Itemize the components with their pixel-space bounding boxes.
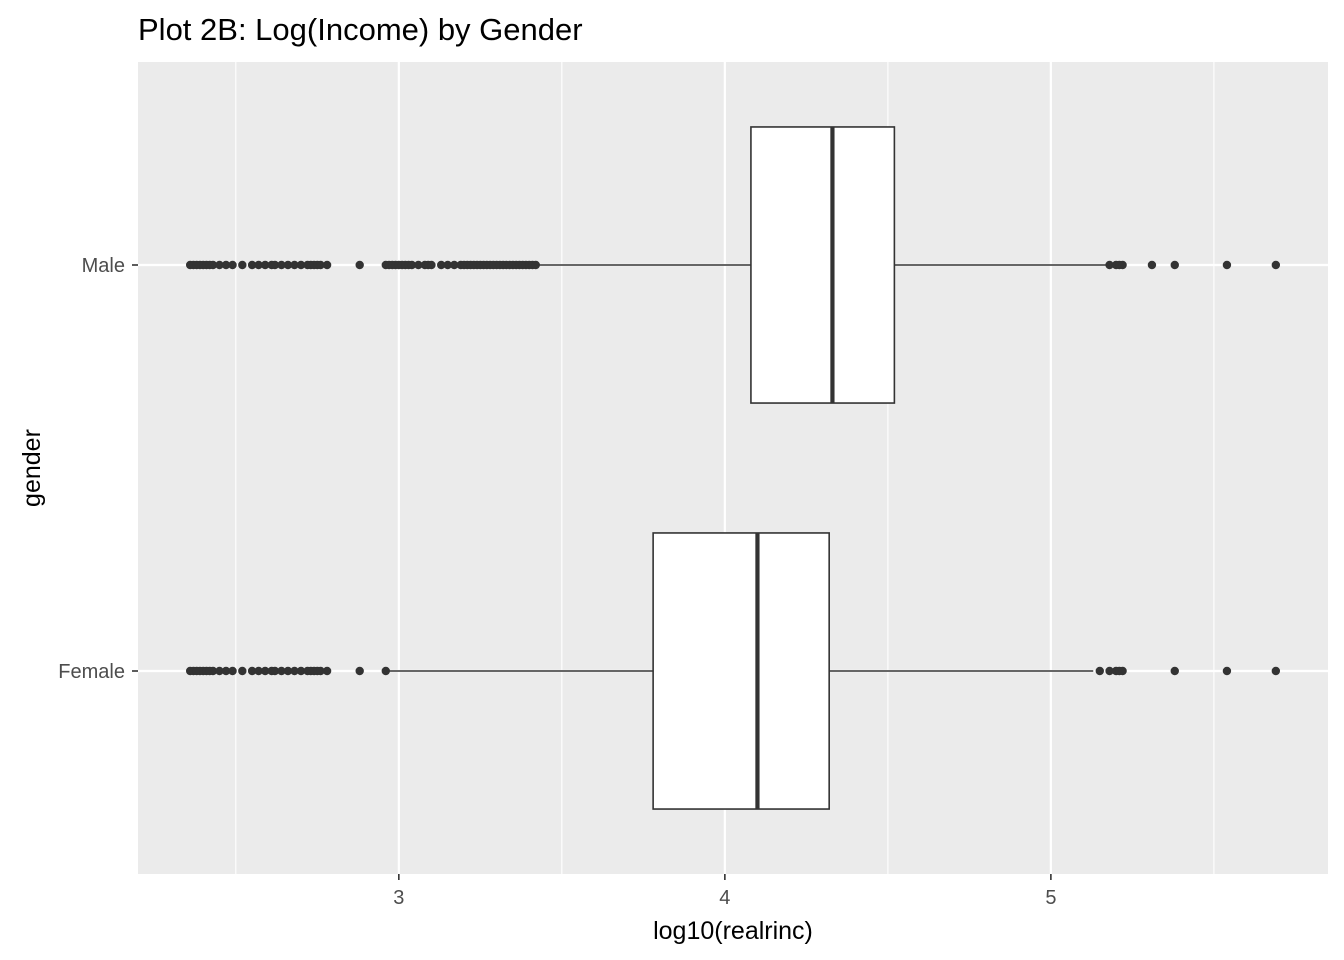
box-male <box>185 126 1281 404</box>
outlier-point <box>355 260 364 270</box>
x-tick-label: 5 <box>1045 887 1056 909</box>
outlier-point <box>270 666 280 676</box>
outlier-point <box>221 666 231 676</box>
outlier-point <box>238 260 247 270</box>
axis-layer: 3 4 5 Male Female <box>58 255 1056 909</box>
outlier-point <box>414 260 423 270</box>
outlier-point <box>277 260 286 270</box>
outlier-point <box>208 666 218 676</box>
box-iqr <box>652 532 830 810</box>
outlier-point <box>322 260 332 270</box>
y-tick-label: Female <box>58 661 125 683</box>
outlier-point <box>296 666 306 676</box>
outlier-point <box>1095 666 1104 676</box>
outlier-point <box>247 260 257 270</box>
outlier-point <box>531 260 540 270</box>
x-tick-label: 4 <box>719 887 730 909</box>
box-iqr <box>750 126 896 404</box>
outlier-point <box>215 260 224 270</box>
outlier-point <box>247 666 257 676</box>
x-tick-label: 3 <box>393 887 404 909</box>
outlier-point <box>1118 260 1127 270</box>
outlier-point <box>290 666 299 676</box>
outlier-point <box>1271 260 1281 270</box>
outlier-point <box>277 666 286 676</box>
outlier-point <box>1105 666 1114 676</box>
outlier-point <box>407 260 417 270</box>
outlier-point <box>1118 666 1127 676</box>
outlier-point <box>1147 260 1157 270</box>
outlier-point <box>215 666 224 676</box>
outlier-point <box>228 666 237 676</box>
chart-title: Plot 2B: Log(Income) by Gender <box>138 12 583 47</box>
outlier-point <box>381 666 390 676</box>
y-axis-title: gender <box>18 429 46 507</box>
outlier-point <box>1170 260 1179 270</box>
outlier-point <box>254 666 263 676</box>
outlier-point <box>437 260 446 270</box>
y-tick-label: Male <box>82 255 125 277</box>
outlier-point <box>238 666 247 676</box>
outlier-point <box>290 260 299 270</box>
box-female <box>185 532 1281 810</box>
outlier-point <box>1271 666 1281 676</box>
outlier-point <box>270 260 280 270</box>
outlier-point <box>355 666 364 676</box>
outlier-point <box>316 666 325 676</box>
outlier-point <box>322 666 332 676</box>
outlier-point <box>296 260 306 270</box>
outlier-point <box>443 260 452 270</box>
outlier-point <box>1222 666 1232 676</box>
outlier-point <box>450 260 459 270</box>
x-axis-title: log10(realrinc) <box>653 917 813 945</box>
outlier-point <box>228 260 237 270</box>
outlier-point <box>260 666 270 676</box>
outlier-point <box>283 260 293 270</box>
outlier-point <box>260 260 270 270</box>
outlier-point <box>1170 666 1179 676</box>
outlier-point <box>427 260 436 270</box>
outlier-point <box>254 260 263 270</box>
outlier-point <box>1105 260 1114 270</box>
outlier-point <box>283 666 293 676</box>
box-layer <box>185 126 1281 810</box>
outlier-point <box>208 260 218 270</box>
outlier-point <box>1222 260 1232 270</box>
outlier-point <box>316 260 325 270</box>
outlier-point <box>221 260 231 270</box>
